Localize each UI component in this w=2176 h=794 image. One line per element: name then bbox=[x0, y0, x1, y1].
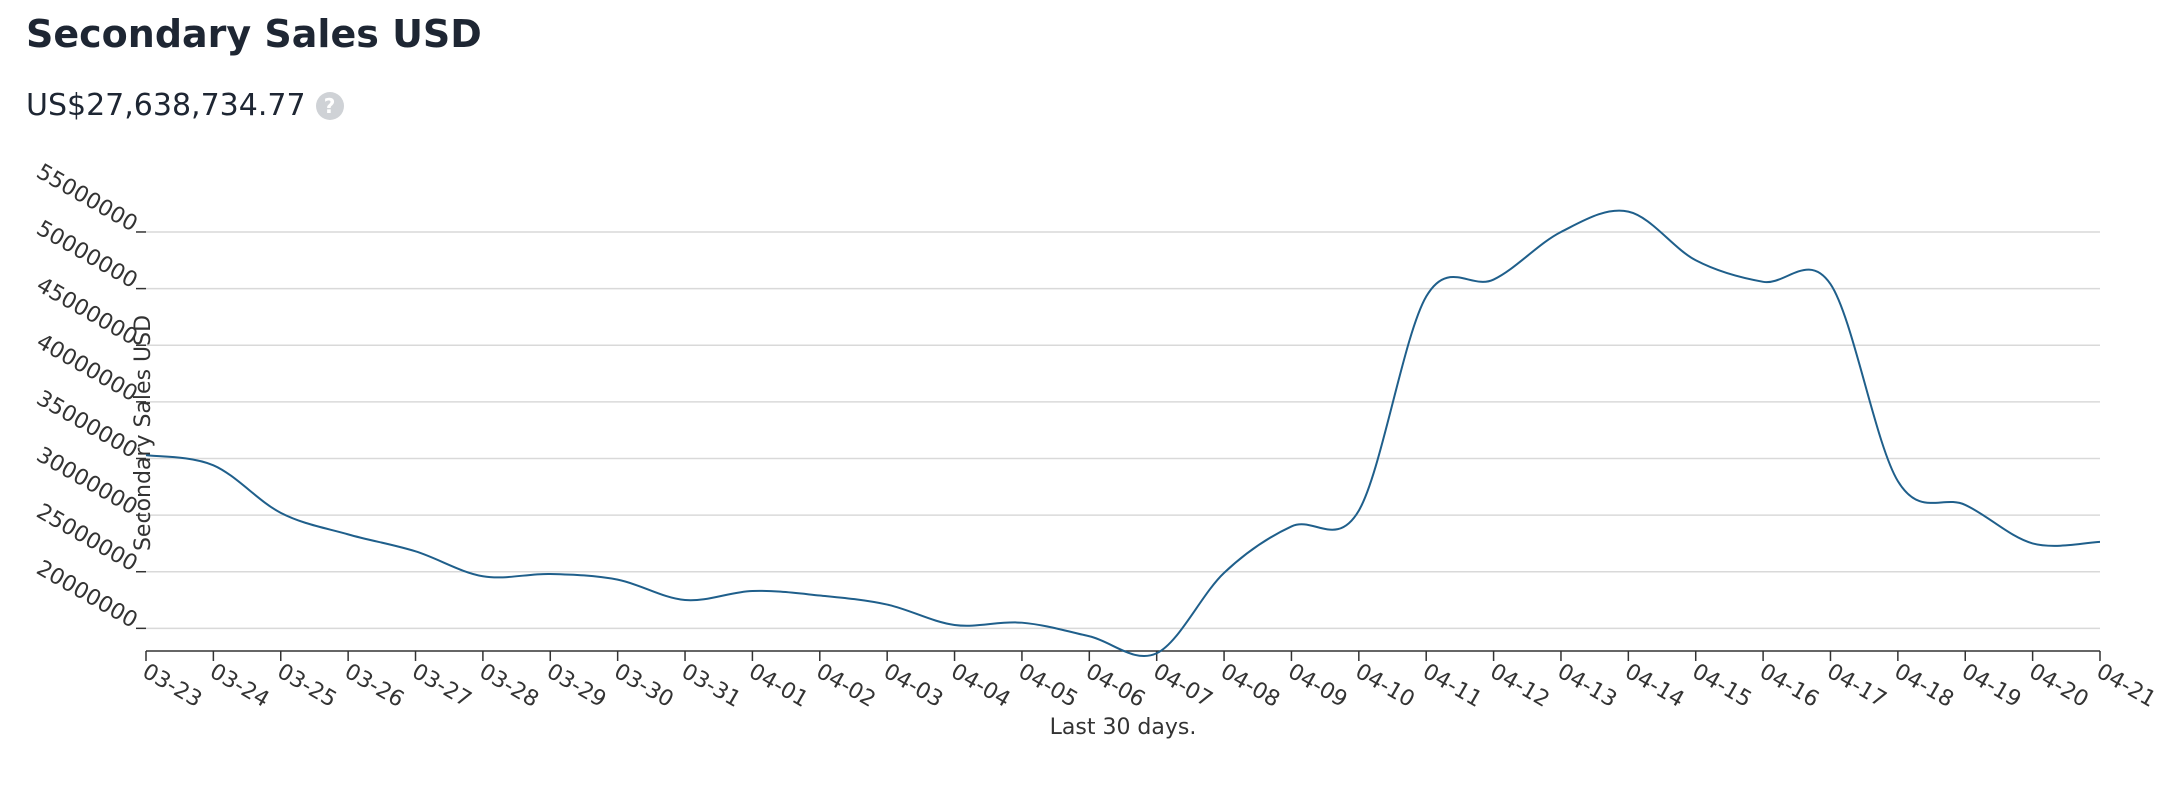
x-tick-label: 04-18 bbox=[1890, 659, 1958, 713]
x-tick-label: 03-23 bbox=[138, 659, 206, 713]
help-icon[interactable]: ? bbox=[315, 91, 344, 120]
x-tick-label: 04-14 bbox=[1620, 659, 1688, 713]
total-value: US$27,638,734.77 bbox=[26, 88, 306, 123]
x-tick-label: 04-11 bbox=[1418, 659, 1486, 713]
x-tick-label: 04-17 bbox=[1822, 659, 1890, 713]
x-tick-label: 04-04 bbox=[947, 659, 1015, 713]
x-axis-label: Last 30 days. bbox=[1050, 715, 1197, 740]
x-tick-label: 04-20 bbox=[2025, 659, 2093, 713]
x-tick-label: 04-03 bbox=[879, 659, 947, 713]
x-tick-label: 03-24 bbox=[205, 659, 273, 713]
x-tick-label: 04-01 bbox=[744, 659, 812, 713]
x-tick-label: 03-25 bbox=[273, 659, 341, 713]
line-series bbox=[145, 209, 2101, 657]
x-tick-label: 04-12 bbox=[1486, 659, 1554, 713]
x-tick-label: 04-16 bbox=[1755, 659, 1823, 713]
x-tick-label: 04-09 bbox=[1283, 659, 1351, 713]
x-tick-label: 04-13 bbox=[1553, 659, 1621, 713]
x-tick-label: 04-07 bbox=[1149, 659, 1217, 713]
x-tick-label: 04-08 bbox=[1216, 659, 1284, 713]
x-tick-label: 03-29 bbox=[542, 659, 610, 713]
x-tick-label: 03-30 bbox=[610, 659, 678, 713]
x-tick-label: 04-10 bbox=[1351, 659, 1419, 713]
x-tick-label: 04-15 bbox=[1688, 659, 1756, 713]
x-tick-label: 03-31 bbox=[677, 659, 745, 713]
x-tick-label: 03-28 bbox=[475, 659, 543, 713]
x-tick-label: 03-27 bbox=[408, 659, 476, 713]
page-title: Secondary Sales USD bbox=[26, 12, 482, 56]
y-axis-label: Secondary Sales USD bbox=[131, 315, 156, 551]
x-tick-label: 03-26 bbox=[340, 659, 408, 713]
x-tick-label: 04-02 bbox=[812, 659, 880, 713]
total-row: US$27,638,734.77 ? bbox=[26, 88, 344, 123]
x-tick-label: 04-21 bbox=[2092, 659, 2160, 713]
x-tick-label: 04-06 bbox=[1081, 659, 1149, 713]
x-tick-label: 04-05 bbox=[1014, 659, 1082, 713]
x-tick-label: 04-19 bbox=[1957, 659, 2025, 713]
